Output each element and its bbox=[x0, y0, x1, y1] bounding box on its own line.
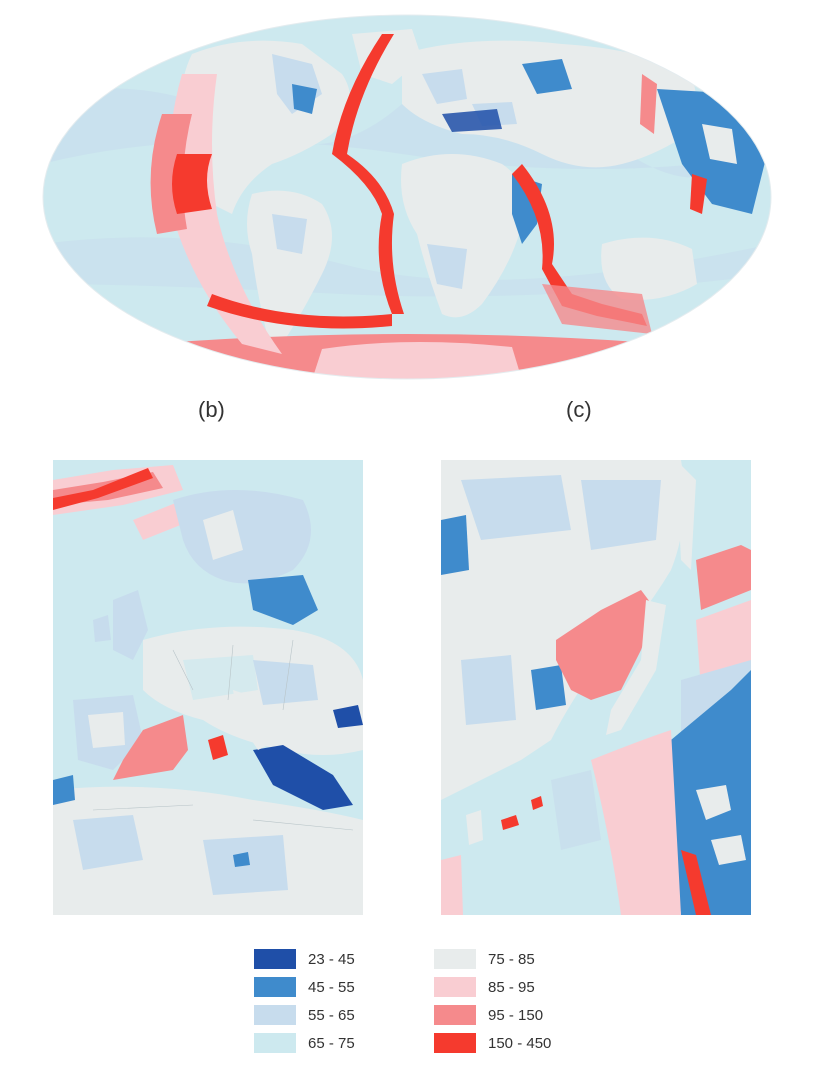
legend-label: 23 - 45 bbox=[308, 950, 355, 968]
legend-item: 75 - 85 bbox=[434, 948, 535, 970]
legend-swatch bbox=[434, 1033, 476, 1053]
panel-label-c: (c) bbox=[566, 397, 592, 422]
legend-label: 65 - 75 bbox=[308, 1034, 355, 1052]
legend-swatch bbox=[434, 977, 476, 997]
legend-label: 150 - 450 bbox=[488, 1034, 552, 1052]
legend-label: 85 - 95 bbox=[488, 978, 535, 996]
legend-item: 150 - 450 bbox=[434, 1032, 551, 1054]
legend-swatch bbox=[254, 1033, 296, 1053]
legend: 23 - 45 45 - 55 55 - 65 65 - 75 75 - 85 … bbox=[254, 948, 584, 1058]
legend-item: 45 - 55 bbox=[254, 976, 355, 998]
panel-label-b: (b) bbox=[198, 397, 225, 422]
legend-swatch bbox=[254, 977, 296, 997]
world-map bbox=[42, 14, 772, 380]
legend-swatch bbox=[434, 949, 476, 969]
legend-label: 95 - 150 bbox=[488, 1006, 544, 1024]
europe-map bbox=[53, 460, 363, 915]
legend-item: 95 - 150 bbox=[434, 1004, 543, 1026]
legend-item: 55 - 65 bbox=[254, 1004, 355, 1026]
legend-item: 65 - 75 bbox=[254, 1032, 355, 1054]
legend-label: 45 - 55 bbox=[308, 978, 355, 996]
east-asia-map bbox=[441, 460, 751, 915]
legend-swatch bbox=[434, 1005, 476, 1025]
legend-item: 85 - 95 bbox=[434, 976, 535, 998]
legend-swatch bbox=[254, 1005, 296, 1025]
legend-item: 23 - 45 bbox=[254, 948, 355, 970]
legend-label: 75 - 85 bbox=[488, 950, 535, 968]
legend-swatch bbox=[254, 949, 296, 969]
legend-label: 55 - 65 bbox=[308, 1006, 355, 1024]
